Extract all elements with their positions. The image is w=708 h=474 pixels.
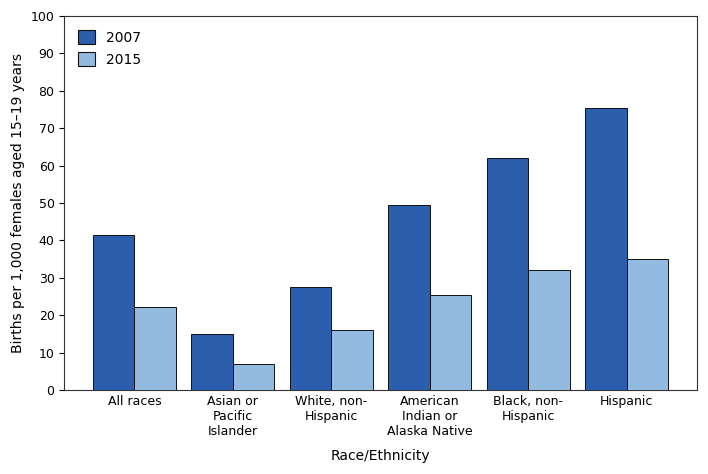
Bar (389, 205, 430, 390)
Bar (191, 334, 233, 390)
Legend: 2007, 2015: 2007, 2015 (72, 23, 148, 73)
Bar (233, 364, 274, 390)
Bar (528, 270, 570, 390)
Y-axis label: Births per 1,000 females aged 15–19 years: Births per 1,000 females aged 15–19 year… (11, 53, 25, 353)
Bar (430, 295, 472, 390)
Bar (487, 158, 528, 390)
X-axis label: Race/Ethnicity: Race/Ethnicity (331, 449, 430, 463)
Bar (93, 235, 135, 390)
Bar (331, 330, 372, 390)
Bar (627, 259, 668, 390)
Bar (586, 108, 627, 390)
Bar (290, 287, 331, 390)
Bar (135, 307, 176, 390)
